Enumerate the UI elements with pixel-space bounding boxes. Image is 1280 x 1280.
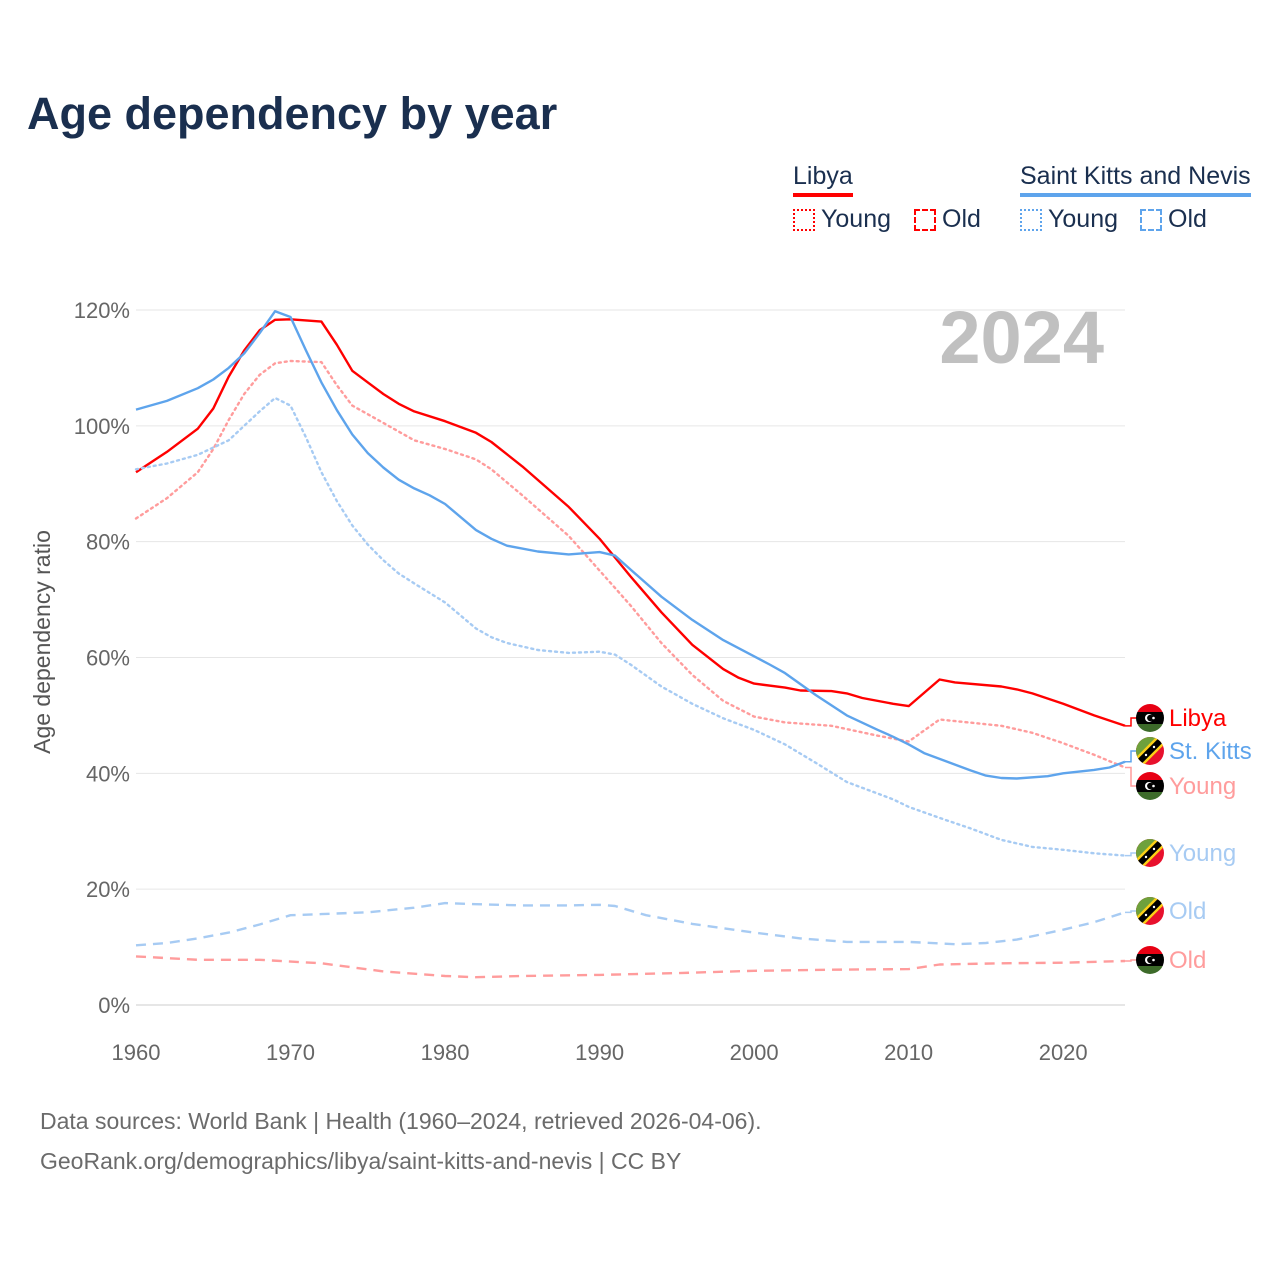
y-tick-label: 100% xyxy=(74,414,130,439)
x-tick-label: 2020 xyxy=(1039,1040,1088,1065)
end-label: Young xyxy=(1169,773,1236,800)
label-connector xyxy=(1125,717,1137,727)
y-tick-label: 80% xyxy=(86,530,130,555)
libya-flag-icon xyxy=(1136,772,1164,800)
series-line-libya-old[interactable] xyxy=(135,955,1126,979)
x-tick-label: 1990 xyxy=(575,1040,624,1065)
x-tick-label: 1970 xyxy=(266,1040,315,1065)
libya-flag-icon xyxy=(1136,704,1164,732)
dotted-swatch-icon xyxy=(793,208,815,231)
x-tick-label: 2010 xyxy=(884,1040,933,1065)
x-tick-label: 1960 xyxy=(112,1040,161,1065)
legend-skn-young[interactable]: Young xyxy=(1020,205,1118,234)
legend-saint-kitts[interactable]: Saint Kitts and Nevis xyxy=(1020,162,1251,197)
saint-kitts-flag-icon xyxy=(1136,839,1164,867)
dashed-swatch-icon xyxy=(1140,208,1162,231)
x-tick-label: 1980 xyxy=(421,1040,470,1065)
libya-flag-icon xyxy=(1136,946,1164,974)
y-axis-label: Age dependency ratio xyxy=(29,530,55,754)
series-line-libya-young[interactable] xyxy=(134,359,1127,769)
y-tick-label: 120% xyxy=(74,298,130,323)
legend-label: Old xyxy=(942,205,981,233)
series-line-saint-kitts-and-nevis[interactable] xyxy=(135,310,1126,780)
legend-label: Old xyxy=(1168,205,1207,233)
y-tick-label: 60% xyxy=(86,646,130,671)
end-label: Young xyxy=(1169,840,1236,867)
label-connector xyxy=(1125,852,1137,857)
label-connector xyxy=(1125,959,1137,962)
source-line-2[interactable]: GeoRank.org/demographics/libya/saint-kit… xyxy=(40,1148,682,1174)
legend-libya-young[interactable]: Young xyxy=(793,205,891,234)
label-connector xyxy=(1125,766,1137,787)
chart-title: Age dependency by year xyxy=(27,88,558,139)
source-line-1: Data sources: World Bank | Health (1960–… xyxy=(40,1108,762,1134)
label-connector xyxy=(1125,750,1137,763)
dashed-swatch-icon xyxy=(914,208,936,231)
y-tick-label: 20% xyxy=(86,877,130,902)
legend-skn-old[interactable]: Old xyxy=(1140,205,1207,234)
saint-kitts-flag-icon xyxy=(1136,897,1164,925)
series-line-saint-kitts-and-nevis-young[interactable] xyxy=(134,396,1127,857)
legend-libya[interactable]: Libya xyxy=(793,162,853,197)
end-label: St. Kitts xyxy=(1169,738,1252,765)
end-label: Libya xyxy=(1169,705,1227,732)
end-label: Old xyxy=(1169,898,1206,925)
end-label: Old xyxy=(1169,947,1206,974)
label-connector xyxy=(1125,910,1137,914)
year-watermark: 2024 xyxy=(939,296,1104,379)
legend-label: Young xyxy=(821,205,891,233)
line-chart: 0% 20% 40% 60% 80% 100% 120% 1960 1970 1980 1990 20… xyxy=(29,296,1252,1065)
legend-label: Young xyxy=(1048,205,1118,233)
y-tick-label: 40% xyxy=(86,761,130,786)
x-tick-label: 2000 xyxy=(730,1040,779,1065)
y-tick-label: 0% xyxy=(98,993,130,1018)
saint-kitts-flag-icon xyxy=(1136,737,1164,765)
series-line-saint-kitts-and-nevis-old[interactable] xyxy=(135,901,1126,947)
series-line-libya[interactable] xyxy=(135,318,1126,727)
dotted-swatch-icon xyxy=(1020,208,1042,231)
legend-libya-old[interactable]: Old xyxy=(914,205,981,234)
